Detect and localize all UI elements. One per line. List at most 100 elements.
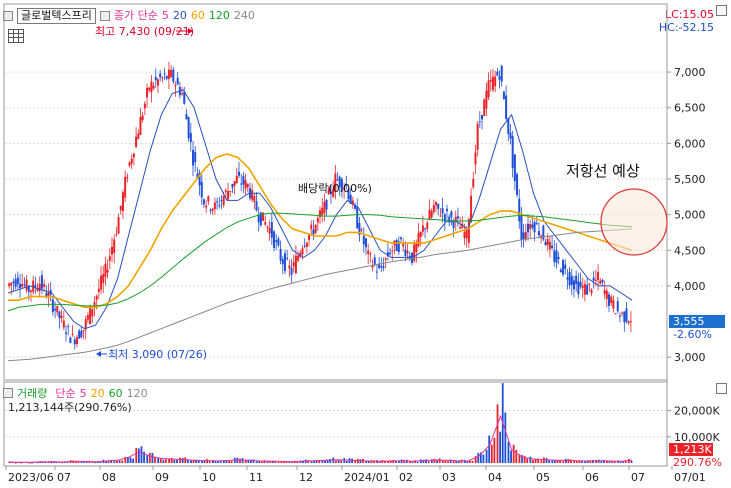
- volume-bar: [266, 460, 269, 463]
- candle-body: [12, 281, 15, 284]
- candle-body: [202, 199, 205, 205]
- candle-body: [117, 217, 120, 234]
- volume-bar: [602, 459, 605, 463]
- candle-body: [413, 244, 416, 261]
- candle-body: [496, 71, 499, 76]
- last-volume-ratio: 290.76%: [673, 456, 722, 469]
- stock-name[interactable]: 글로벌텍스프리: [17, 8, 96, 24]
- candle-body: [119, 205, 122, 211]
- candle-body: [614, 313, 617, 315]
- volume-bar: [212, 460, 214, 463]
- candle-body: [165, 76, 168, 79]
- candle-body: [564, 264, 567, 270]
- candle-body: [588, 283, 591, 285]
- candle-body: [240, 183, 243, 185]
- volume-bar: [507, 441, 510, 463]
- candle-body: [273, 231, 276, 248]
- candle-body: [356, 207, 359, 229]
- volume-bar: [482, 454, 485, 463]
- candle-body: [430, 211, 433, 218]
- volume-bar: [455, 460, 458, 463]
- volume-bar: [425, 459, 427, 463]
- volume-bar: [458, 461, 460, 463]
- candle-body: [592, 277, 595, 281]
- candle-body: [213, 202, 216, 210]
- candle-body: [139, 116, 142, 135]
- candle-body: [395, 239, 398, 252]
- price-panel-menu-icon[interactable]: [716, 5, 727, 16]
- volume-panel-menu-icon[interactable]: [716, 383, 727, 394]
- volume-bar: [584, 461, 587, 463]
- candle-body: [553, 250, 556, 262]
- volume-bar: [197, 460, 200, 463]
- resistance-circle: [600, 188, 668, 256]
- volume-bar: [252, 459, 255, 463]
- candle-body: [531, 224, 534, 228]
- candle-body: [102, 274, 105, 284]
- candle-body: [378, 264, 381, 268]
- last-volume-tag: [669, 443, 713, 456]
- volume-bar: [553, 460, 556, 463]
- volume-bar: [499, 431, 502, 463]
- candle-body: [154, 76, 157, 81]
- candle-body: [148, 87, 151, 91]
- grid-icon[interactable]: [8, 29, 24, 43]
- candle-body: [257, 214, 260, 223]
- candle-body: [546, 238, 549, 246]
- ma-toggle-icon[interactable]: [99, 11, 110, 21]
- candle-body: [435, 202, 438, 206]
- volume-period-5: 5: [79, 386, 87, 400]
- candle-body: [207, 196, 210, 202]
- candle-body: [419, 231, 422, 237]
- volume-bar: [471, 460, 474, 463]
- volume-bar: [80, 461, 83, 463]
- candle-body: [174, 85, 177, 87]
- volume-toggle-icon[interactable]: [3, 388, 13, 398]
- candle-body: [507, 118, 510, 134]
- price-legend: 글로벌텍스프리 종가 단순 5 20 60 120 240: [3, 8, 255, 24]
- volume-bar: [562, 461, 565, 463]
- candle-body: [542, 225, 545, 240]
- volume-bar: [296, 461, 299, 463]
- volume-bar: [606, 461, 608, 463]
- volume-bar: [28, 462, 31, 464]
- volume-bar: [548, 460, 551, 463]
- candle-body: [290, 267, 293, 275]
- candle-body: [527, 223, 529, 233]
- candle-body: [332, 189, 335, 197]
- candle-body: [16, 277, 19, 285]
- candle-body: [533, 222, 536, 233]
- volume-bar: [66, 462, 69, 464]
- candle-body: [325, 199, 328, 210]
- candle-body: [288, 265, 291, 269]
- candle-body: [73, 339, 76, 345]
- volume-bar: [116, 460, 118, 463]
- volume-bar: [433, 458, 436, 463]
- volume-bar: [162, 459, 165, 463]
- candle-body: [29, 290, 32, 292]
- volume-bar: [370, 460, 373, 463]
- volume-bar: [302, 460, 304, 463]
- volume-bar: [263, 460, 266, 463]
- volume-bar: [389, 460, 392, 463]
- hc-label: HC:-52.15: [658, 21, 714, 34]
- ma-line-240: [7, 228, 633, 362]
- candle-body: [14, 279, 17, 287]
- ma-label: 종가 단순: [113, 9, 158, 22]
- volume-bar: [274, 460, 277, 463]
- volume-bar: [247, 459, 250, 463]
- volume-bar: [586, 460, 589, 463]
- candle-body: [535, 223, 538, 225]
- volume-bar: [135, 447, 138, 463]
- candle-body: [38, 283, 41, 291]
- candle-body: [150, 81, 153, 93]
- candle-body: [441, 208, 444, 214]
- candle-body: [621, 312, 624, 314]
- volume-bar: [622, 461, 625, 463]
- candle-body: [417, 232, 420, 247]
- candle-body: [354, 205, 357, 209]
- candle-body: [511, 136, 514, 169]
- candle-body: [27, 286, 30, 293]
- candle-body: [445, 208, 448, 211]
